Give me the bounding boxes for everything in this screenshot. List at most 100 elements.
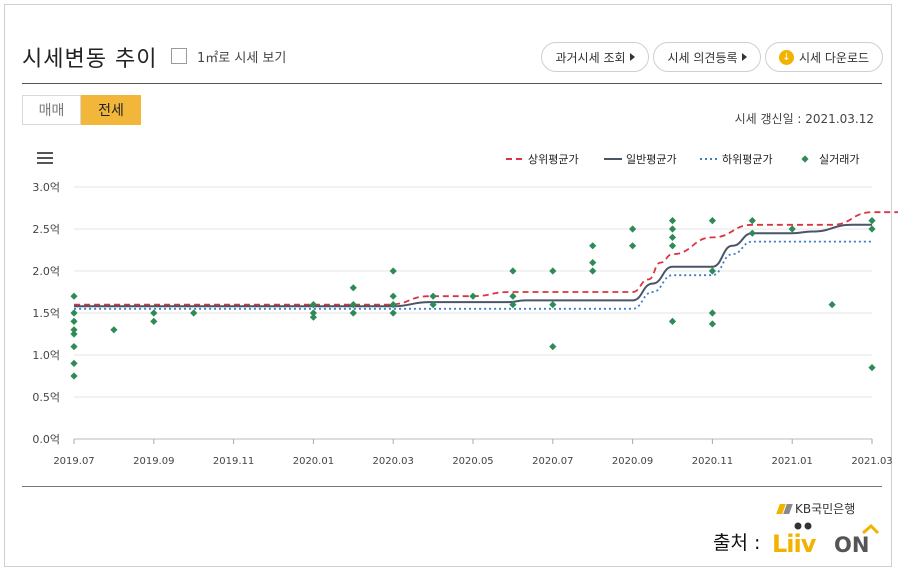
actual-price-point bbox=[668, 242, 677, 250]
series-line-1 bbox=[74, 223, 872, 308]
y-tick-label: 0.5억 bbox=[32, 391, 60, 404]
liiv-on-logo: Liiv ON bbox=[772, 522, 880, 556]
past-price-label: 과거시세 조회 bbox=[555, 50, 626, 65]
actual-price-point bbox=[868, 364, 876, 372]
kb-star-icon bbox=[778, 504, 792, 514]
per-m2-label[interactable]: 1㎡로 시세 보기 bbox=[197, 51, 287, 66]
page-title: 시세변동 추이 bbox=[22, 47, 158, 72]
actual-price-point bbox=[589, 259, 597, 267]
actual-price-markers bbox=[70, 217, 876, 380]
legend-label: 일반평균가 bbox=[626, 152, 677, 166]
x-tick-label: 2020.07 bbox=[532, 456, 573, 467]
arrow-right-icon bbox=[629, 53, 635, 61]
actual-price-point bbox=[429, 292, 437, 300]
actual-price-point bbox=[389, 292, 397, 300]
actual-price-point bbox=[708, 320, 716, 328]
svg-text:Liiv: Liiv bbox=[772, 530, 817, 556]
x-tick-label: 2021.03 bbox=[851, 456, 892, 467]
y-tick-label: 1.0억 bbox=[32, 349, 60, 362]
actual-price-point bbox=[509, 301, 517, 309]
actual-price-point bbox=[748, 229, 756, 237]
actual-price-point bbox=[349, 284, 357, 292]
actual-price-point bbox=[70, 372, 78, 380]
download-button[interactable]: ↓ 시세 다운로드 bbox=[765, 42, 883, 72]
actual-price-point bbox=[549, 343, 557, 351]
actual-price-point bbox=[309, 309, 317, 317]
actual-price-point bbox=[349, 301, 357, 309]
actual-price-point bbox=[828, 301, 836, 309]
x-axis-ticks: 2019.07 2019.09 2019.11 2020.01 2020.03 2020.… bbox=[53, 439, 893, 467]
actual-price-point bbox=[70, 330, 78, 338]
actual-price-point bbox=[589, 242, 597, 250]
actual-price-point bbox=[70, 309, 78, 317]
actual-price-point bbox=[668, 233, 677, 241]
y-tick-label: 1.5억 bbox=[32, 307, 60, 320]
actual-price-point bbox=[70, 343, 78, 351]
svg-text:ON: ON bbox=[834, 533, 869, 556]
x-tick-label: 2019.11 bbox=[213, 456, 254, 467]
legend-marker bbox=[801, 155, 809, 163]
actual-price-point bbox=[70, 359, 78, 367]
legend-label: 하위평균가 bbox=[722, 152, 773, 166]
opinion-button[interactable]: 시세 의견등록 bbox=[653, 42, 761, 72]
actual-price-point bbox=[748, 217, 756, 225]
x-tick-label: 2020.01 bbox=[293, 456, 334, 467]
source-label: 출처 : bbox=[713, 532, 761, 554]
arrow-right-icon bbox=[741, 53, 747, 61]
actual-price-point bbox=[509, 267, 517, 275]
actual-price-point bbox=[629, 242, 637, 250]
x-tick-label: 2020.03 bbox=[373, 456, 414, 467]
y-tick-label: 0.0억 bbox=[32, 433, 60, 446]
actual-price-point bbox=[668, 225, 677, 233]
actual-price-point bbox=[469, 292, 477, 300]
actual-price-point bbox=[190, 309, 198, 317]
update-date: 시세 갱신일 : 2021.03.12 bbox=[734, 112, 874, 126]
download-icon: ↓ bbox=[778, 49, 794, 65]
x-tick-label: 2019.09 bbox=[133, 456, 174, 467]
legend-label: 실거래가 bbox=[819, 153, 859, 166]
chart-bottom-divider bbox=[22, 486, 882, 487]
x-tick-label: 2020.09 bbox=[612, 456, 653, 467]
x-tick-label: 2020.05 bbox=[452, 456, 493, 467]
actual-price-point bbox=[389, 301, 397, 309]
actual-price-point bbox=[708, 267, 716, 275]
x-tick-label: 2020.11 bbox=[692, 456, 733, 467]
x-tick-label: 2019.07 bbox=[53, 456, 94, 467]
series-line-2 bbox=[74, 240, 872, 310]
chart-legend: 상위평균가 일반평균가 하위평균가 실거래가 bbox=[506, 152, 859, 166]
download-label: 시세 다운로드 bbox=[798, 50, 870, 65]
actual-price-point bbox=[629, 225, 637, 233]
tab-sale[interactable]: 매매 bbox=[22, 95, 81, 125]
actual-price-point bbox=[389, 309, 397, 317]
kb-logo-text: KB국민은행 bbox=[795, 502, 856, 516]
y-axis-ticks: 0.0억 0.5억 1.0억 1.5억 2.0억 2.5억 3.0억 bbox=[32, 181, 60, 446]
tab-jeonse[interactable]: 전세 bbox=[81, 95, 141, 125]
series-lines bbox=[74, 211, 898, 310]
actual-price-point bbox=[668, 317, 677, 325]
actual-price-point bbox=[708, 217, 716, 225]
actual-price-point bbox=[549, 301, 557, 309]
actual-price-point bbox=[309, 301, 317, 309]
actual-price-point bbox=[509, 292, 517, 300]
kb-bank-logo: KB국민은행 bbox=[778, 500, 855, 517]
past-price-button[interactable]: 과거시세 조회 bbox=[541, 42, 649, 72]
actual-price-point bbox=[389, 267, 397, 275]
actual-price-point bbox=[429, 301, 437, 309]
actual-price-point bbox=[788, 225, 796, 233]
actual-price-point bbox=[868, 225, 876, 233]
opinion-label: 시세 의견등록 bbox=[667, 50, 738, 65]
actual-price-point bbox=[150, 309, 158, 317]
x-tick-label: 2021.01 bbox=[772, 456, 813, 467]
actual-price-point bbox=[309, 313, 317, 321]
actual-price-point bbox=[868, 217, 876, 225]
actual-price-point bbox=[70, 317, 78, 325]
actual-price-point bbox=[70, 292, 78, 300]
y-tick-label: 2.0억 bbox=[32, 265, 60, 278]
y-tick-label: 3.0억 bbox=[32, 181, 60, 194]
header-divider bbox=[22, 83, 882, 84]
per-m2-checkbox[interactable] bbox=[171, 48, 187, 64]
actual-price-point bbox=[589, 267, 597, 275]
actual-price-point bbox=[70, 326, 78, 334]
menu-icon[interactable] bbox=[37, 152, 53, 164]
